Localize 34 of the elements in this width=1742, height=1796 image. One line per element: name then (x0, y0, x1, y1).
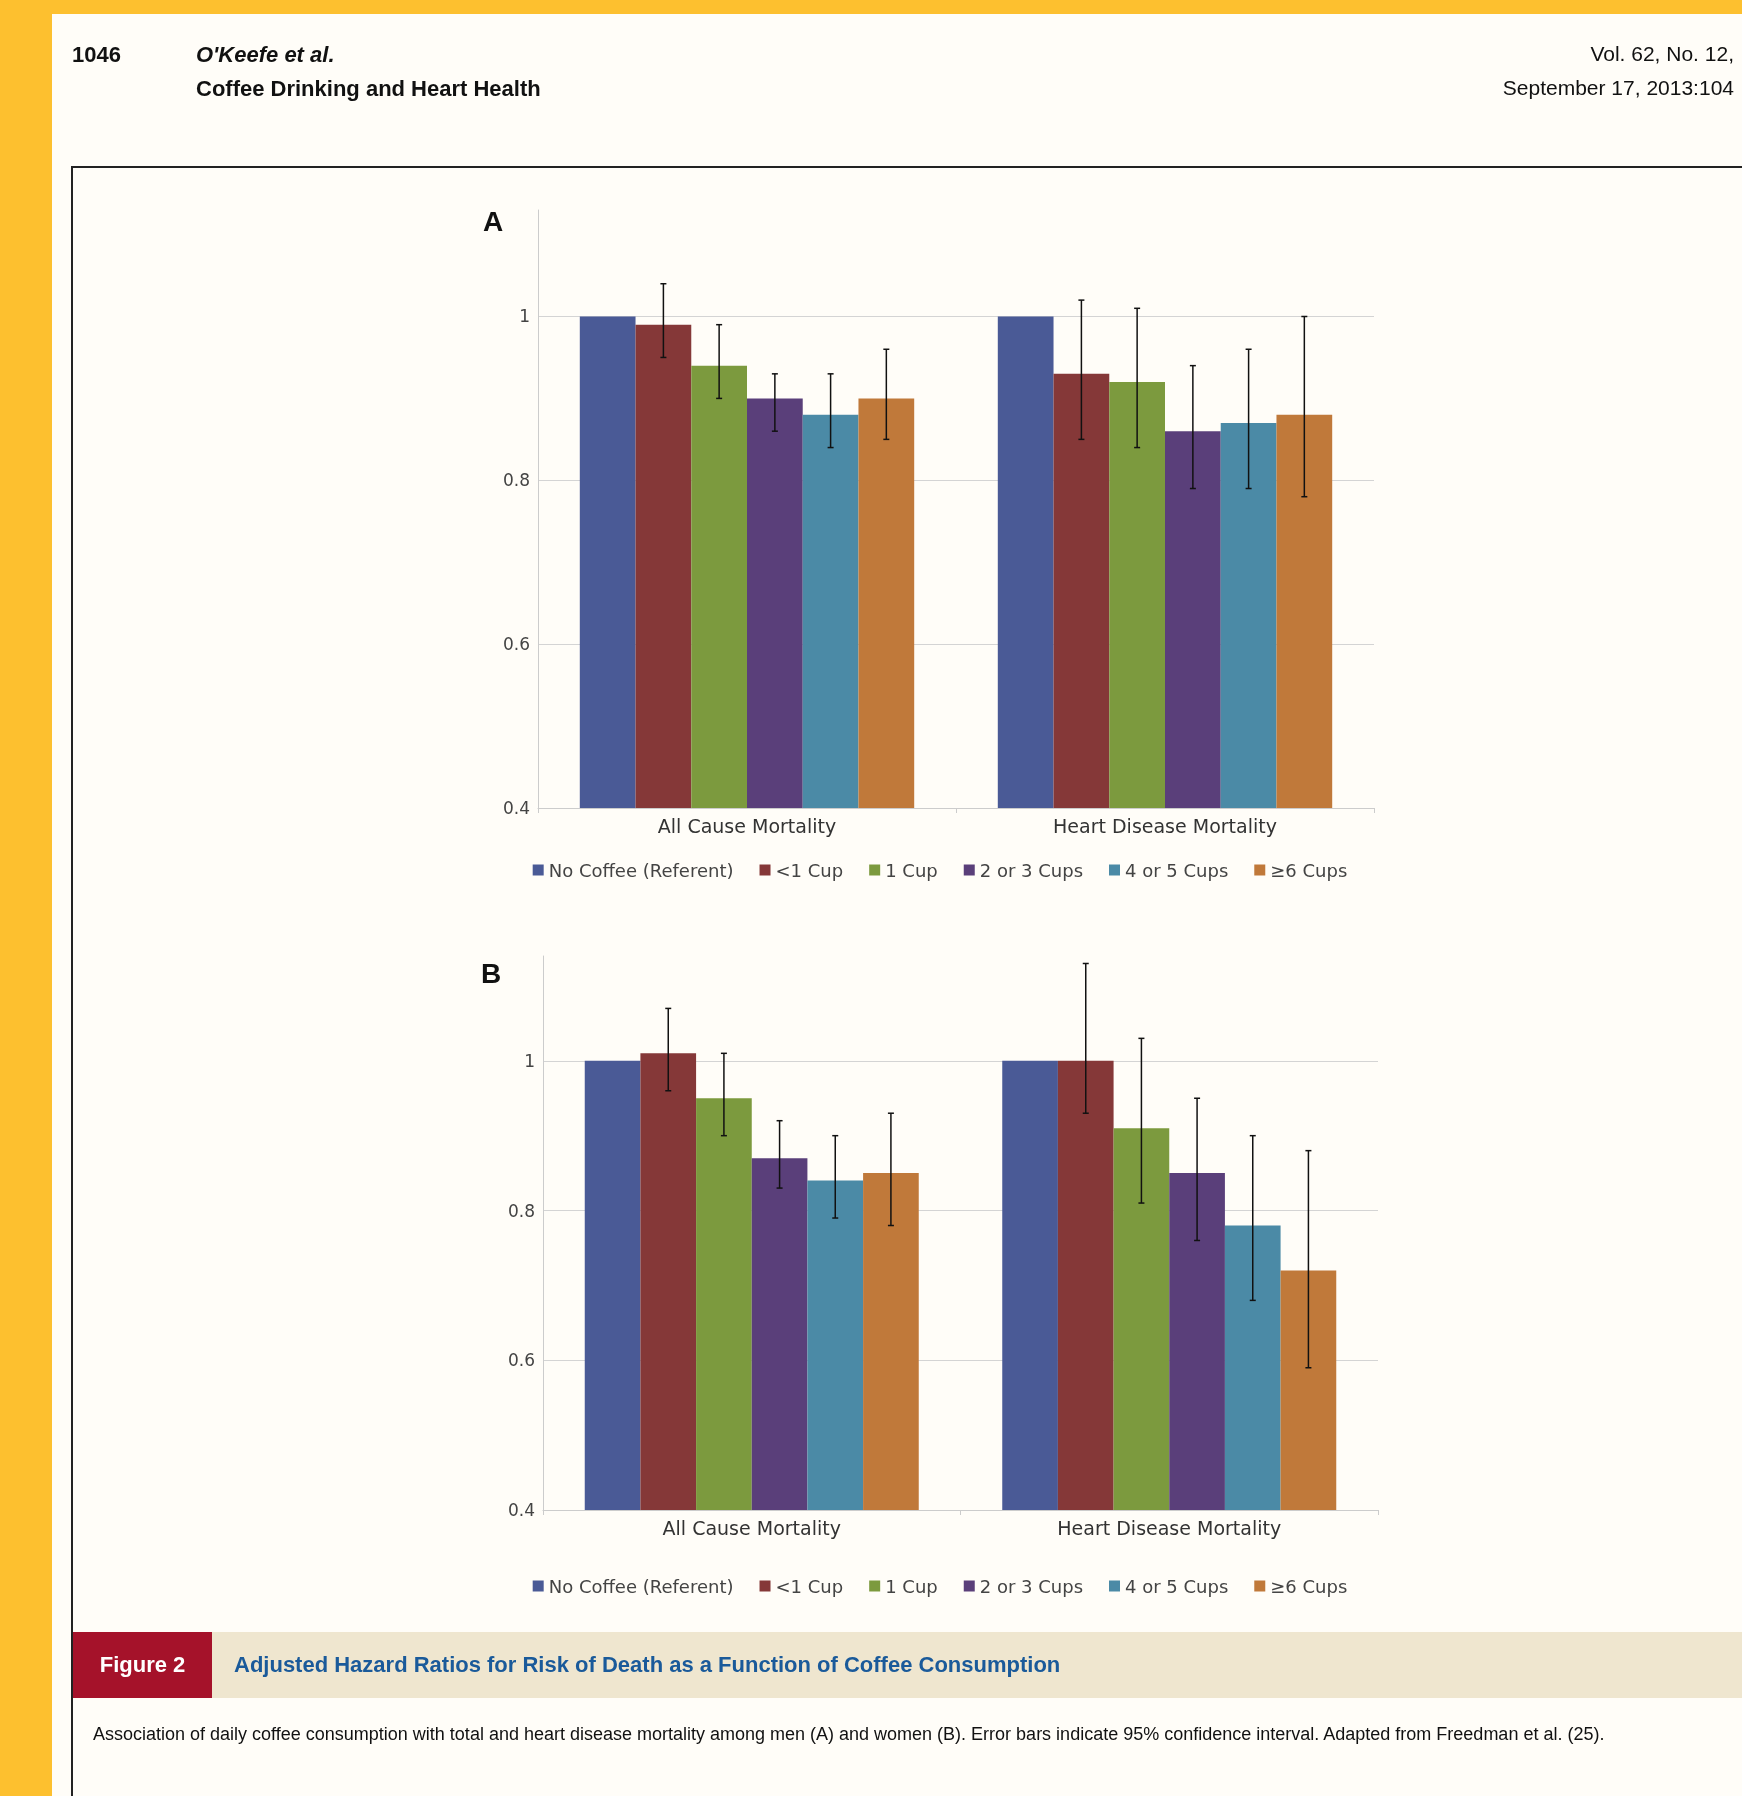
y-tick-label: 0.4 (502, 798, 530, 818)
legend-label: 4 or 5 Cups (1125, 859, 1229, 881)
legend-label: 1 Cup (885, 859, 938, 881)
text: Adjusted Hazard Ratios for Risk of Death as a Function of Coffee Consumption (234, 1651, 1061, 1679)
text: Association of daily coffee consumption with total and heart disease mortality among men (A) and women (B). Error bars indicate 95% confidence interval. Adapted from Freedman et al. (25). (93, 1723, 1606, 1746)
y-tick-label: 0.8 (502, 470, 530, 491)
x-tick-label: Heart Disease Mortality (1053, 814, 1277, 837)
y-tick-label: 0.6 (502, 634, 530, 655)
x-tick-label: Heart Disease Mortality (1057, 1516, 1282, 1539)
text: O'Keefe et al. (196, 42, 335, 68)
chart-title: B (481, 957, 502, 989)
legend-label: No Coffee (Referent) (548, 1575, 734, 1597)
caption: Figure 2 (73, 1632, 212, 1698)
y-tick-label: 1 (524, 1050, 535, 1071)
legend-label: <1 Cup (775, 859, 844, 881)
y-tick-label: 0.4 (507, 1500, 535, 1520)
legend-label: ≥6 Cups (1270, 1575, 1348, 1597)
y-tick-label: 0.8 (507, 1200, 535, 1221)
text: Vol. 62, No. 12, (1590, 42, 1734, 66)
legend-label: <1 Cup (775, 1575, 844, 1597)
x-tick-label: All Cause Mortality (662, 1516, 841, 1539)
legend-label: 2 or 3 Cups (979, 859, 1084, 881)
y-tick-label: 1 (519, 306, 530, 327)
legend-label: 2 or 3 Cups (979, 1575, 1084, 1597)
text: Coffee Drinking and Heart Health (196, 76, 541, 102)
legend-label: No Coffee (Referent) (548, 859, 734, 881)
text: 1046 (72, 42, 121, 68)
legend-label: ≥6 Cups (1270, 859, 1348, 881)
x-tick-label: All Cause Mortality (657, 814, 837, 837)
text: September 17, 2013:104 (1502, 76, 1734, 100)
legend-label: 1 Cup (885, 1575, 938, 1597)
chart-title: A (483, 205, 504, 237)
y-tick-label: 0.6 (507, 1350, 535, 1371)
legend-label: 4 or 5 Cups (1125, 1575, 1229, 1597)
